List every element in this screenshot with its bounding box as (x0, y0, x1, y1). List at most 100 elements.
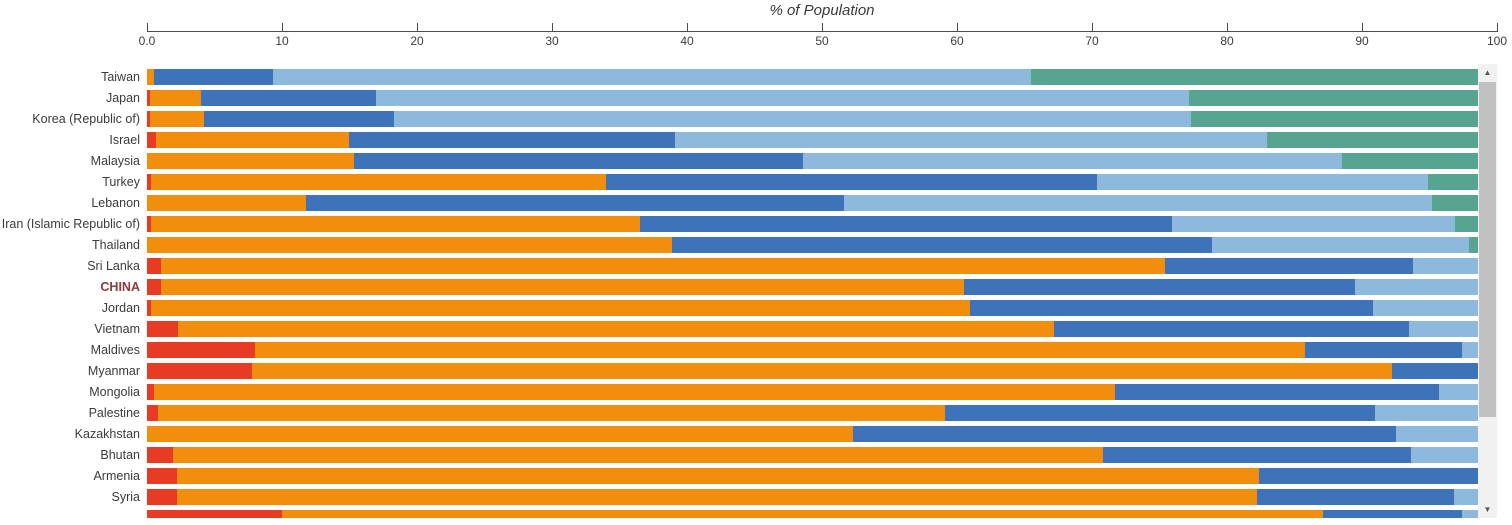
bar-segment-dark-blue[interactable] (1259, 468, 1478, 484)
vertical-scrollbar[interactable]: ▲ ▼ (1478, 64, 1497, 518)
bar-segment-green[interactable] (1341, 153, 1478, 169)
bar-segment-green[interactable] (1468, 237, 1478, 253)
bar-segment-light-blue[interactable] (1097, 174, 1429, 190)
scrollbar-thumb[interactable] (1479, 82, 1496, 417)
bar-segment-red[interactable] (147, 258, 161, 274)
bar-segment-dark-blue[interactable] (1114, 384, 1439, 400)
bar-segment-orange[interactable] (255, 342, 1306, 358)
bar-segment-red[interactable] (147, 132, 157, 148)
bar-segment-dark-blue[interactable] (672, 237, 1213, 253)
bar-segment-orange[interactable] (176, 468, 1260, 484)
bar-segment-orange[interactable] (149, 90, 201, 106)
bar-segment-green[interactable] (1455, 216, 1478, 232)
bar-segment-dark-blue[interactable] (944, 405, 1376, 421)
bar-segment-green[interactable] (1432, 195, 1478, 211)
chart-scroll-viewport[interactable]: Taiwan Japan Korea (Republic of) Israel Mala… (0, 64, 1512, 518)
bar-segment-dark-blue[interactable] (203, 111, 395, 127)
bar-segment-light-blue[interactable] (803, 153, 1342, 169)
axis-tick-label: 50 (815, 34, 829, 48)
bar-segment-red[interactable] (147, 363, 253, 379)
bar-segment-dark-blue[interactable] (963, 279, 1356, 295)
bar-segment-orange[interactable] (178, 321, 1055, 337)
bar-segment-light-blue[interactable] (272, 69, 1032, 85)
bar-segment-dark-blue[interactable] (1102, 447, 1411, 463)
bar-segment-dark-blue[interactable] (1305, 342, 1462, 358)
row-label: Palestine (88, 406, 140, 420)
bar-segment-light-blue[interactable] (1410, 447, 1478, 463)
bar-segment-orange[interactable] (282, 510, 1323, 518)
scroll-down-icon[interactable]: ▼ (1478, 501, 1497, 518)
bar-segment-red[interactable] (147, 321, 179, 337)
bar-segment-light-blue[interactable] (1413, 258, 1478, 274)
chart-row: Malaysia (0, 153, 1512, 169)
bar-segment-light-blue[interactable] (1171, 216, 1456, 232)
bar-segment-dark-blue[interactable] (1391, 363, 1478, 379)
bar-segment-orange[interactable] (147, 195, 307, 211)
bar-segment-dark-blue[interactable] (200, 90, 377, 106)
bar-segment-orange[interactable] (172, 447, 1103, 463)
bar-segment-light-blue[interactable] (1395, 426, 1478, 442)
bar-segment-dark-blue[interactable] (605, 174, 1098, 190)
bar-segment-red[interactable] (147, 489, 177, 505)
bar-segment-orange[interactable] (151, 174, 606, 190)
bar-segment-dark-blue[interactable] (153, 69, 273, 85)
bar-segment-dark-blue[interactable] (1256, 489, 1454, 505)
bar-segment-green[interactable] (1190, 111, 1478, 127)
bar-segment-green[interactable] (1428, 174, 1478, 190)
bar-segment-light-blue[interactable] (1461, 510, 1478, 518)
bar-segment-light-blue[interactable] (1438, 384, 1478, 400)
bar-segment-light-blue[interactable] (1372, 300, 1478, 316)
bar-segment-light-blue[interactable] (843, 195, 1433, 211)
bar-segment-orange[interactable] (176, 489, 1257, 505)
bar-segment-orange[interactable] (160, 258, 1165, 274)
bar-segment-orange[interactable] (157, 405, 945, 421)
bar-segment-orange[interactable] (160, 279, 964, 295)
bar-segment-red[interactable] (147, 90, 150, 106)
bar-segment-light-blue[interactable] (1409, 321, 1478, 337)
bar-segment-orange[interactable] (151, 216, 640, 232)
bar-segment-green[interactable] (1189, 90, 1478, 106)
bar-segment-light-blue[interactable] (1461, 342, 1478, 358)
bar-segment-light-blue[interactable] (1375, 405, 1478, 421)
bar-segment-red[interactable] (147, 300, 152, 316)
bar-segment-red[interactable] (147, 342, 255, 358)
bar-segment-red[interactable] (147, 468, 177, 484)
bar-segment-light-blue[interactable] (394, 111, 1191, 127)
bar-segment-orange[interactable] (156, 132, 350, 148)
bar-segment-dark-blue[interactable] (306, 195, 844, 211)
bar-segment-orange[interactable] (147, 426, 854, 442)
bar-segment-light-blue[interactable] (1453, 489, 1478, 505)
bar-segment-dark-blue[interactable] (639, 216, 1172, 232)
bar-segment-red[interactable] (147, 279, 161, 295)
bar-segment-red[interactable] (147, 111, 150, 127)
scroll-up-icon[interactable]: ▲ (1478, 64, 1497, 81)
bar-segment-dark-blue[interactable] (853, 426, 1396, 442)
bar-segment-red[interactable] (147, 510, 282, 518)
bar-segment-orange[interactable] (149, 111, 204, 127)
bar-segment-red[interactable] (147, 174, 152, 190)
bar-segment-green[interactable] (1267, 132, 1478, 148)
stacked-bar (147, 279, 1478, 295)
bar-segment-orange[interactable] (147, 237, 673, 253)
bar-segment-orange[interactable] (151, 300, 971, 316)
bar-segment-dark-blue[interactable] (353, 153, 804, 169)
bar-segment-red[interactable] (147, 405, 158, 421)
bar-segment-dark-blue[interactable] (1054, 321, 1410, 337)
bar-segment-orange[interactable] (147, 153, 354, 169)
bar-segment-light-blue[interactable] (376, 90, 1190, 106)
bar-segment-orange[interactable] (252, 363, 1392, 379)
bar-segment-dark-blue[interactable] (1322, 510, 1462, 518)
bar-segment-dark-blue[interactable] (1164, 258, 1414, 274)
bar-segment-dark-blue[interactable] (970, 300, 1373, 316)
bar-segment-green[interactable] (1031, 69, 1478, 85)
bar-segment-red[interactable] (147, 384, 154, 400)
bar-segment-dark-blue[interactable] (349, 132, 675, 148)
bar-segment-orange[interactable] (153, 384, 1115, 400)
bar-segment-light-blue[interactable] (1355, 279, 1478, 295)
bar-segment-light-blue[interactable] (1212, 237, 1469, 253)
bar-segment-red[interactable] (147, 216, 152, 232)
bar-segment-red[interactable] (147, 447, 173, 463)
row-label: Myanmar (87, 364, 140, 378)
bar-segment-light-blue[interactable] (674, 132, 1268, 148)
bar-segment-orange[interactable] (147, 69, 154, 85)
